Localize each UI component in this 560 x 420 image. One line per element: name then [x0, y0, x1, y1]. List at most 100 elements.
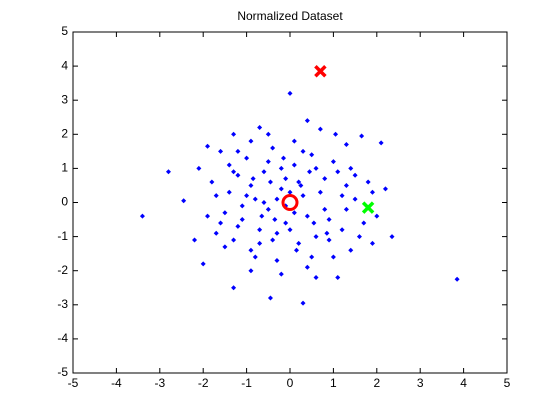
- x-tick-label: 3: [417, 376, 424, 390]
- data-point: [239, 203, 245, 209]
- data-point: [218, 148, 224, 154]
- y-tick-label: 5: [61, 24, 68, 38]
- data-point: [267, 295, 273, 301]
- data-point: [382, 186, 388, 192]
- data-point: [287, 227, 293, 233]
- data-point: [192, 237, 198, 243]
- data-point: [309, 254, 315, 260]
- x-tick-label: 2: [373, 376, 380, 390]
- data-point: [278, 271, 284, 277]
- data-point: [343, 142, 349, 148]
- data-point: [248, 138, 254, 144]
- data-point: [348, 165, 354, 171]
- y-tick-label: -5: [57, 365, 68, 379]
- data-point: [378, 140, 384, 146]
- data-point: [330, 159, 336, 165]
- data-point: [454, 276, 460, 282]
- data-point: [257, 227, 263, 233]
- data-point: [291, 138, 297, 144]
- data-point: [248, 247, 254, 253]
- data-point: [205, 213, 211, 219]
- data-point: [267, 179, 273, 185]
- data-point: [339, 227, 345, 233]
- data-point: [235, 223, 241, 229]
- data-point: [283, 176, 289, 182]
- data-point: [265, 159, 271, 165]
- y-tick-label: 3: [61, 92, 68, 106]
- data-point: [291, 210, 297, 216]
- data-point: [291, 162, 297, 168]
- data-point: [313, 275, 319, 281]
- data-point: [339, 193, 345, 199]
- data-point: [274, 196, 280, 202]
- data-point: [261, 200, 267, 205]
- data-point: [304, 118, 310, 124]
- data-point: [287, 90, 293, 96]
- data-point: [265, 206, 271, 212]
- data-point: [356, 234, 362, 240]
- data-point: [287, 189, 293, 195]
- data-point: [300, 148, 306, 154]
- data-point: [278, 165, 284, 171]
- data-point: [222, 244, 228, 250]
- y-tick-label: -2: [57, 263, 68, 277]
- data-point: [239, 217, 245, 223]
- x-tick-label: -5: [68, 376, 79, 390]
- data-point: [231, 131, 237, 137]
- data-point: [209, 179, 215, 185]
- x-marker: [314, 64, 327, 78]
- data-point: [296, 240, 302, 246]
- data-point: [235, 148, 241, 154]
- data-point: [369, 189, 375, 195]
- data-point: [326, 217, 332, 223]
- x-tick-label: 0: [287, 376, 294, 390]
- x-tick-label: -3: [154, 376, 165, 390]
- data-point: [244, 193, 250, 199]
- data-point: [369, 240, 375, 246]
- data-point: [252, 254, 258, 260]
- data-point: [322, 206, 328, 212]
- y-tick-label: 4: [61, 58, 68, 72]
- data-point: [309, 152, 315, 158]
- data-point: [317, 126, 323, 132]
- data-point: [294, 247, 300, 253]
- data-point: [352, 172, 358, 178]
- x-marker: [361, 201, 375, 214]
- data-point: [250, 176, 256, 182]
- data-point: [231, 169, 237, 175]
- y-tick-label: -3: [57, 297, 68, 311]
- data-point: [333, 131, 339, 137]
- data-point: [365, 179, 371, 185]
- data-point: [265, 131, 271, 137]
- data-point: [257, 240, 263, 246]
- plot-area: [72, 31, 508, 374]
- data-point: [352, 196, 358, 202]
- data-point: [165, 169, 171, 175]
- data-point: [304, 264, 310, 270]
- data-point: [304, 213, 310, 219]
- data-point: [324, 230, 330, 236]
- data-point: [307, 169, 313, 175]
- data-point: [226, 189, 232, 195]
- data-point: [244, 155, 250, 161]
- data-point: [274, 230, 280, 236]
- data-point: [326, 237, 332, 243]
- data-point: [205, 143, 211, 149]
- data-point: [311, 220, 317, 226]
- x-tick-label: 5: [504, 376, 511, 390]
- y-tick-label: 0: [61, 195, 68, 209]
- data-point: [283, 220, 289, 226]
- data-point: [300, 300, 306, 306]
- data-point: [270, 145, 276, 151]
- data-point: [213, 193, 219, 199]
- y-tick-label: 1: [61, 161, 68, 175]
- chart-title: Normalized Dataset: [237, 9, 343, 23]
- data-point: [296, 179, 302, 185]
- data-point: [231, 285, 237, 291]
- data-point: [259, 213, 265, 219]
- x-tick-label: 4: [460, 376, 467, 390]
- data-point: [335, 169, 341, 175]
- x-tick-label: 1: [330, 376, 337, 390]
- data-point: [313, 165, 319, 171]
